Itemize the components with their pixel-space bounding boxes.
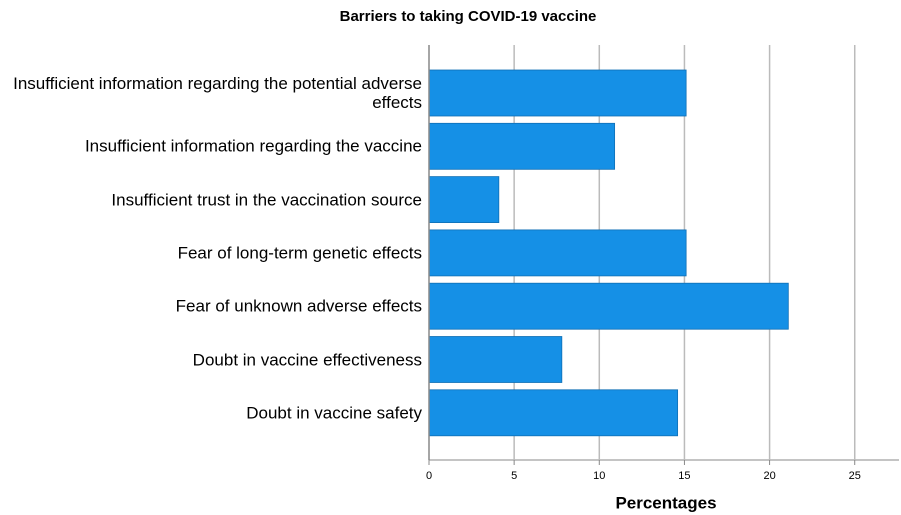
x-tick-label: 0 xyxy=(426,470,432,482)
bar xyxy=(428,336,563,383)
x-tick-label: 5 xyxy=(511,470,517,482)
y-tick-label: Doubt in vaccine effectiveness xyxy=(192,350,422,369)
x-tick-label: 20 xyxy=(763,470,775,482)
y-tick-label: Insufficient information regarding the p… xyxy=(13,74,422,112)
y-tick-label: Insufficient information regarding the v… xyxy=(84,136,422,156)
y-tick-label: Fear of unknown adverse effects xyxy=(175,296,422,316)
x-axis-label: Percentages xyxy=(615,493,716,512)
chart-title: Barriers to taking COVID-19 vaccine xyxy=(340,8,597,25)
y-tick-label: Fear of long-term genetic effects xyxy=(177,243,422,263)
bar xyxy=(428,389,679,437)
bar xyxy=(428,122,616,170)
bar xyxy=(428,69,687,117)
x-tick-label: 15 xyxy=(678,470,690,482)
bar xyxy=(428,282,789,330)
x-tick-label: 10 xyxy=(593,470,605,482)
bar xyxy=(428,229,687,277)
y-tick-label: Insufficient trust in the vaccination so… xyxy=(111,190,422,210)
bar xyxy=(428,176,500,224)
y-tick-label: Doubt in vaccine safety xyxy=(246,403,422,423)
x-tick-label: 25 xyxy=(849,470,861,482)
